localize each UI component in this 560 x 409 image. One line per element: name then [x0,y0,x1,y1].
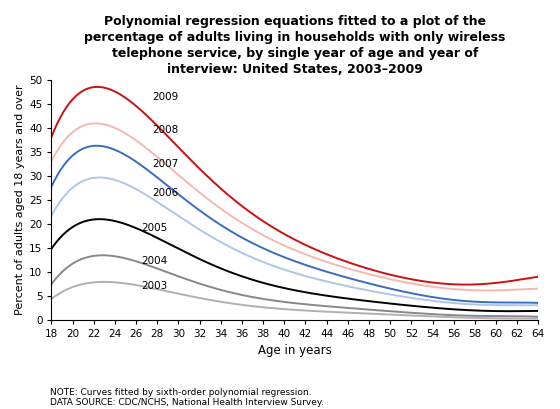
Text: 2008: 2008 [152,125,178,135]
Text: NOTE: Curves fitted by sixth-order polynomial regression.
DATA SOURCE: CDC/NCHS,: NOTE: Curves fitted by sixth-order polyn… [50,388,324,407]
X-axis label: Age in years: Age in years [258,344,332,357]
Title: Polynomial regression equations fitted to a plot of the
percentage of adults liv: Polynomial regression equations fitted t… [84,15,506,76]
Text: 2006: 2006 [152,188,178,198]
Text: 2003: 2003 [142,281,167,291]
Text: 2007: 2007 [152,159,178,169]
Y-axis label: Percent of adults aged 18 years and over: Percent of adults aged 18 years and over [15,85,25,315]
Text: 2005: 2005 [142,222,167,233]
Text: 2004: 2004 [142,256,167,266]
Text: 2009: 2009 [152,92,178,102]
